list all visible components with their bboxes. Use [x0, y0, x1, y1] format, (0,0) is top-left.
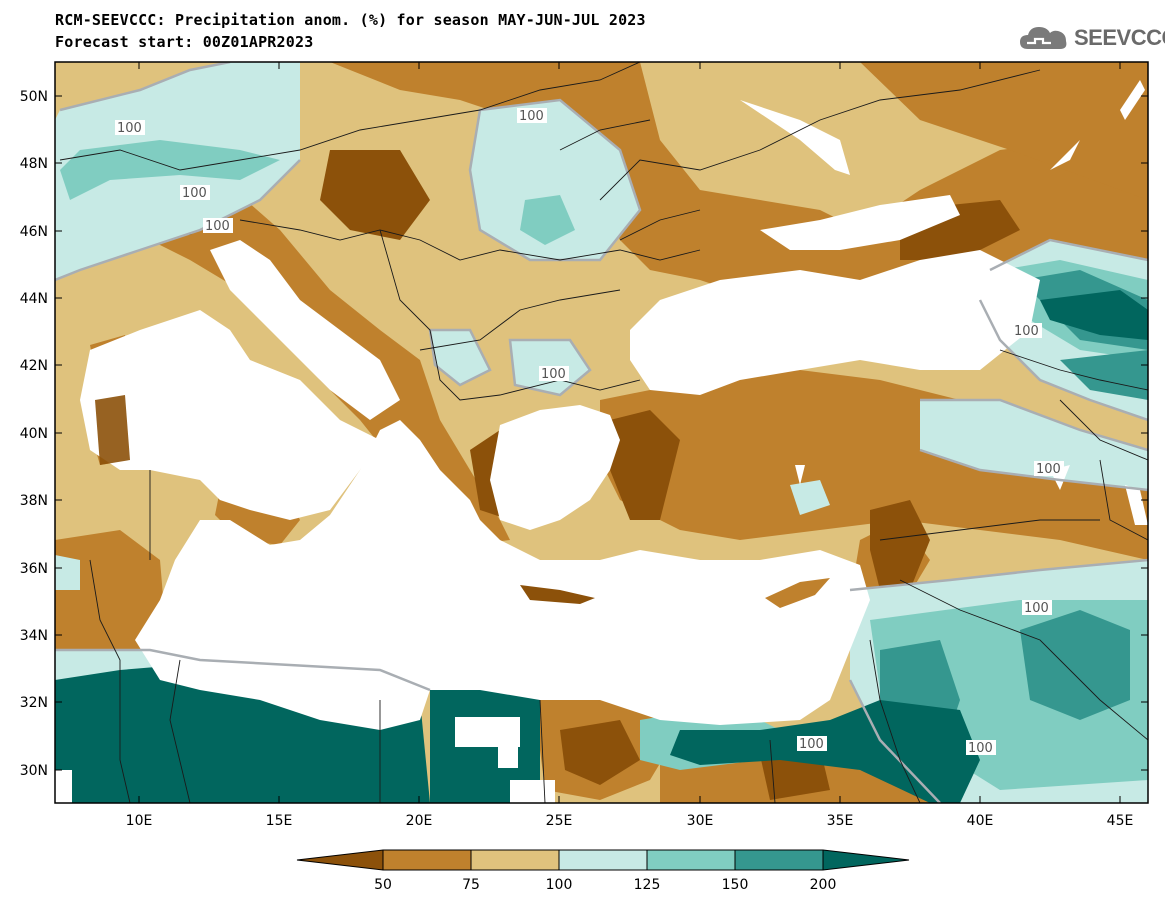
cloud-icon	[1020, 27, 1067, 49]
map-title: RCM-SEEVCCC: Precipitation anom. (%) for…	[55, 11, 646, 29]
seevccc-logo: SEEVCCC	[1018, 21, 1165, 55]
lat-tick-label: 50N	[20, 89, 48, 105]
colorbar-segment-50-75	[383, 850, 471, 870]
colorbar-label: 200	[810, 877, 837, 893]
lon-tick-label: 35E	[827, 813, 854, 829]
lon-tick-label: 15E	[266, 813, 293, 829]
lon-tick-label: 30E	[687, 813, 714, 829]
lat-tick-label: 38N	[20, 493, 48, 509]
lat-tick-label: 40N	[20, 426, 48, 442]
lat-tick-label: 30N	[20, 763, 48, 779]
colorbar-label: 100	[546, 877, 573, 893]
contour-label: 100	[117, 121, 142, 136]
contour-label: 100	[182, 186, 207, 201]
colorbar-label: 150	[722, 877, 749, 893]
colorbar-segment-75-100	[471, 850, 559, 870]
lat-tick-label: 46N	[20, 224, 48, 240]
contour-label: 100	[1036, 462, 1061, 477]
contour-label: 100	[968, 741, 993, 756]
colorbar: 50 75 100 125 150 200	[296, 849, 910, 893]
lat-tick-label: 32N	[20, 695, 48, 711]
contour-label: 100	[1014, 324, 1039, 339]
contour-label: 100	[799, 737, 824, 752]
lat-tick-label: 36N	[20, 561, 48, 577]
longitude-axis: 10E 15E 20E 25E 30E 35E 40E 45E	[126, 62, 1134, 829]
lon-tick-label: 25E	[546, 813, 573, 829]
contour-label: 100	[519, 109, 544, 124]
lon-tick-label: 45E	[1107, 813, 1134, 829]
lon-tick-label: 10E	[126, 813, 153, 829]
lon-tick-label: 40E	[967, 813, 994, 829]
contour-label: 100	[205, 219, 230, 234]
logo-text: SEEVCCC	[1074, 25, 1165, 50]
colorbar-segment-100-125	[559, 850, 647, 870]
colorbar-label: 125	[634, 877, 661, 893]
latitude-axis: 50N 48N 46N 44N 42N 40N 38N 36N 34N 32N …	[20, 89, 1148, 779]
colorbar-segment-below-50	[297, 850, 383, 870]
lat-tick-label: 34N	[20, 628, 48, 644]
map-field: 100 100 100 100 100 100 100 100 100 100	[55, 62, 1148, 803]
contour-labels: 100 100 100 100 100 100 100 100 100 100	[115, 108, 1064, 756]
forecast-start-label: Forecast start: 00Z01APR2023	[55, 33, 314, 51]
colorbar-label: 75	[462, 877, 480, 893]
colorbar-segment-125-150	[647, 850, 735, 870]
contour-label: 100	[541, 367, 566, 382]
lat-tick-label: 42N	[20, 358, 48, 374]
colorbar-segment-150-200	[735, 850, 823, 870]
contour-label: 100	[1024, 601, 1049, 616]
lat-tick-label: 44N	[20, 291, 48, 307]
colorbar-segment-above-200	[823, 850, 909, 870]
colorbar-label: 50	[374, 877, 392, 893]
lat-tick-label: 48N	[20, 156, 48, 172]
lon-tick-label: 20E	[406, 813, 433, 829]
